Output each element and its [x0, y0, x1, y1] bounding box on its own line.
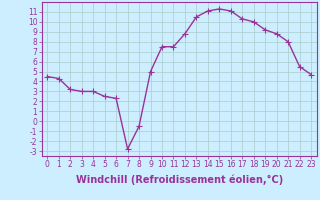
X-axis label: Windchill (Refroidissement éolien,°C): Windchill (Refroidissement éolien,°C) [76, 175, 283, 185]
